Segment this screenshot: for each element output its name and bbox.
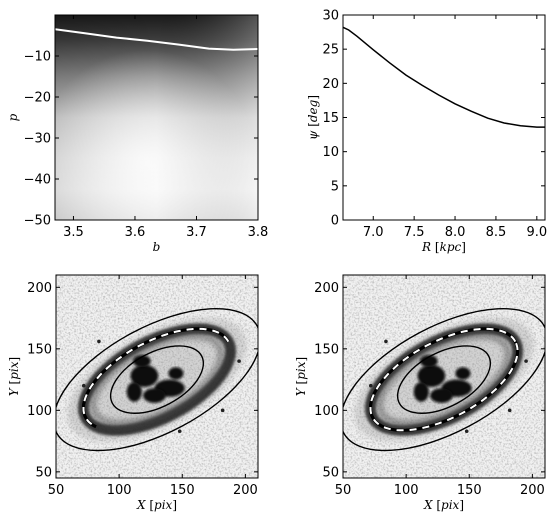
y-axis-label: Y [pix] bbox=[7, 357, 21, 396]
ellipse-0 bbox=[343, 307, 545, 452]
x-tick-label: 7.5 bbox=[404, 225, 425, 240]
x-axis-label: X [pix] bbox=[423, 498, 464, 512]
y-axis-label: ψ [deg] bbox=[306, 95, 320, 140]
x-tick-label: 8.5 bbox=[486, 225, 507, 240]
y-tick-label: 0 bbox=[331, 214, 339, 229]
x-tick-label: 100 bbox=[107, 483, 132, 498]
y-tick-label: 10 bbox=[322, 145, 339, 160]
panel-bottom-right: 50 100 150 200 50 100 150 200 X [pix] Y [pix] bbox=[294, 274, 546, 512]
x-tick-label: 200 bbox=[520, 483, 545, 498]
x-axis-label: X [pix] bbox=[136, 498, 177, 512]
x-tick-label: 9.0 bbox=[526, 225, 547, 240]
x-tick-label: 3.7 bbox=[186, 225, 207, 240]
x-tick-label: 3.6 bbox=[125, 225, 146, 240]
y-axis-label: Y [pix] bbox=[294, 357, 308, 396]
galaxy-image bbox=[343, 275, 545, 478]
x-tick-label: 50 bbox=[48, 483, 65, 498]
panel-top-right: 7.0 7.5 8.0 8.5 9.0 0 5 10 15 20 25 30 R [kpc] ψ [deg… bbox=[306, 9, 547, 255]
y-tick-label: −20 bbox=[24, 91, 51, 106]
y-tick-label: 200 bbox=[314, 281, 339, 296]
y-tick-label: −40 bbox=[24, 173, 51, 188]
panel-top-left: 3.5 3.6 3.7 3.8 −10 −20 −30 −40 −50 b p bbox=[6, 14, 269, 254]
x-tick-label: 8.0 bbox=[445, 225, 466, 240]
y-tick-label: 5 bbox=[331, 179, 339, 194]
ellipse-1 bbox=[109, 345, 205, 414]
x-tick-label: 150 bbox=[170, 483, 195, 498]
y-tick-label: 30 bbox=[322, 9, 339, 24]
y-axis-label: p bbox=[6, 113, 20, 121]
y-tick-label: −50 bbox=[24, 214, 51, 229]
dashed-arc bbox=[82, 327, 230, 428]
axes-frame bbox=[342, 14, 546, 221]
y-tick-label: 50 bbox=[322, 465, 339, 480]
x-tick-label: 3.8 bbox=[248, 225, 269, 240]
ellipse-1 bbox=[396, 345, 492, 414]
y-tick-label: 200 bbox=[27, 281, 52, 296]
x-tick-label: 200 bbox=[233, 483, 258, 498]
x-tick-label: 150 bbox=[457, 483, 482, 498]
x-tick-label: 100 bbox=[394, 483, 419, 498]
galaxy-image bbox=[56, 275, 258, 478]
heatmap-image bbox=[55, 15, 258, 220]
y-tick-label: −10 bbox=[24, 50, 51, 65]
x-axis-label: R [kpc] bbox=[421, 240, 466, 254]
y-tick-label: 100 bbox=[314, 404, 339, 419]
x-tick-label: 3.5 bbox=[63, 225, 84, 240]
contour-line bbox=[55, 28, 258, 51]
x-tick-label: 50 bbox=[335, 483, 352, 498]
x-tick-label: 7.0 bbox=[363, 225, 384, 240]
series-line-0 bbox=[342, 26, 545, 128]
y-tick-label: −30 bbox=[24, 132, 51, 147]
y-tick-label: 50 bbox=[35, 465, 52, 480]
y-tick-label: 150 bbox=[27, 342, 52, 357]
x-axis-label: b bbox=[153, 240, 161, 254]
dashed-arc bbox=[369, 327, 519, 432]
ellipse-0 bbox=[56, 307, 258, 452]
axes-frame bbox=[54, 14, 259, 221]
y-tick-label: 150 bbox=[314, 342, 339, 357]
y-tick-label: 25 bbox=[322, 43, 339, 58]
panel-bottom-left: 50 100 150 200 50 100 150 200 X [pix] Y [pix] bbox=[7, 274, 259, 512]
axes-frame bbox=[55, 274, 259, 479]
axes-frame bbox=[342, 274, 546, 479]
y-tick-label: 20 bbox=[322, 77, 339, 92]
y-tick-label: 15 bbox=[322, 111, 339, 126]
y-tick-label: 100 bbox=[27, 404, 52, 419]
